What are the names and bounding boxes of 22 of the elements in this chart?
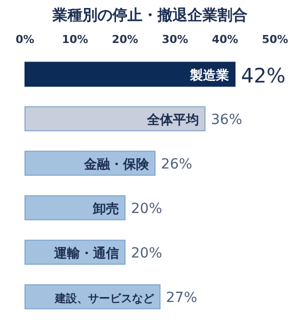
bar (24, 195, 126, 220)
y-tick-label: 卸売 (92, 202, 119, 217)
y-tick-label: 運輸・通信 (53, 245, 119, 262)
data-label: 42% (241, 63, 286, 88)
data-label: 26% (161, 156, 192, 172)
data-label: 36% (211, 112, 242, 128)
bar (24, 62, 236, 87)
x-tick-label: 10% (62, 33, 88, 46)
data-label: 27% (166, 290, 198, 306)
x-tick-label: 40% (212, 33, 238, 46)
data-label: 20% (131, 245, 162, 262)
y-tick-label: 建設、サービスなど (54, 292, 155, 305)
x-tick-label: 50% (262, 33, 288, 46)
x-tick-label: 0% (16, 33, 34, 46)
x-tick-label: 30% (162, 33, 188, 46)
x-tick-label: 20% (112, 33, 138, 46)
data-label: 20% (131, 200, 162, 217)
bar (24, 106, 206, 132)
y-tick-label: 全体平均 (146, 112, 199, 128)
y-tick-label: 製造業 (189, 68, 229, 84)
chart-title: 業種別の停止・撤退企業割合 (52, 6, 248, 24)
y-tick-label: 金融・保険 (83, 157, 150, 172)
